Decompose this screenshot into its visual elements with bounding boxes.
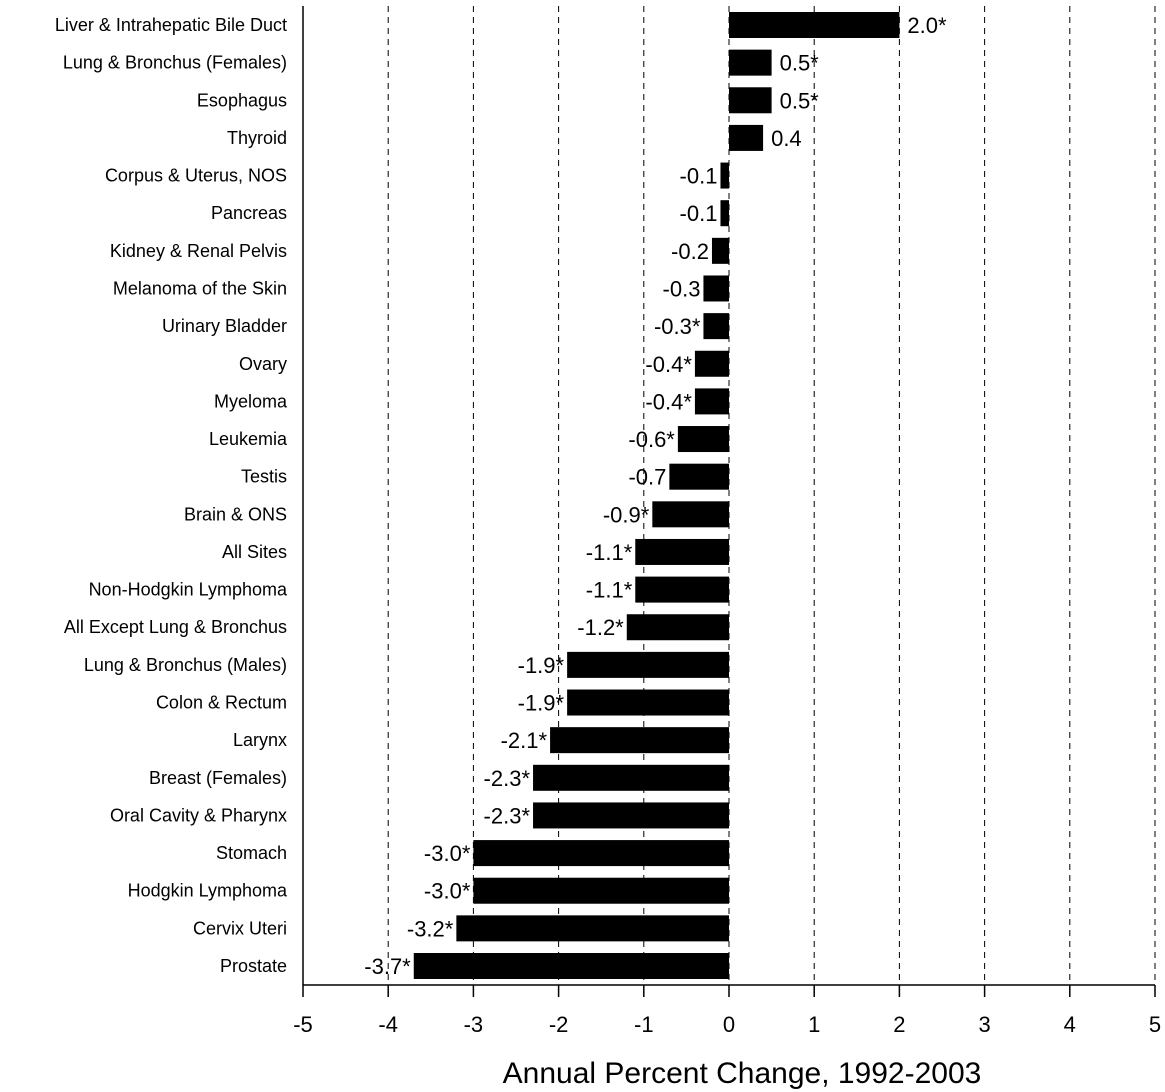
category-label: Leukemia	[209, 429, 288, 449]
data-label: 0.4	[771, 126, 802, 151]
category-label: Esophagus	[197, 90, 287, 110]
category-label: Colon & Rectum	[156, 693, 287, 713]
tick-label: 0	[723, 1012, 735, 1037]
bar	[413, 953, 729, 979]
category-label: Ovary	[239, 354, 287, 374]
data-label: -1.9*	[518, 653, 565, 678]
data-label: -1.9*	[518, 691, 565, 716]
data-label: -3.7*	[364, 954, 411, 979]
bar	[473, 877, 729, 904]
data-label: -0.6*	[628, 427, 675, 452]
data-label: 0.5*	[780, 88, 820, 113]
bar	[729, 87, 772, 114]
category-label: Kidney & Renal Pelvis	[110, 241, 287, 261]
tick-label: 3	[978, 1012, 990, 1037]
data-label: -1.1*	[586, 578, 633, 603]
category-label: Non-Hodgkin Lymphoma	[89, 580, 288, 600]
bar	[694, 350, 729, 377]
category-label: Myeloma	[214, 391, 288, 411]
bar	[694, 388, 729, 415]
category-label: All Except Lung & Bronchus	[64, 617, 287, 637]
tick-label: -1	[634, 1012, 654, 1037]
category-label: Breast (Females)	[149, 768, 287, 788]
data-label: -2.3*	[484, 766, 531, 791]
category-label: Corpus & Uterus, NOS	[105, 166, 287, 186]
bar	[635, 538, 729, 565]
tick-label: -4	[378, 1012, 398, 1037]
data-label: -0.1	[680, 201, 718, 226]
data-label: -1.1*	[586, 540, 633, 565]
bar	[729, 49, 772, 76]
category-label: Larynx	[233, 730, 287, 750]
category-label: Lung & Bronchus (Males)	[84, 655, 287, 675]
grid-lines	[387, 6, 1156, 985]
category-label: Cervix Uteri	[193, 918, 287, 938]
category-label: Stomach	[216, 843, 287, 863]
category-label: Lung & Bronchus (Females)	[63, 53, 287, 73]
tick-label: -5	[293, 1012, 313, 1037]
category-label: Prostate	[220, 956, 287, 976]
bar	[456, 915, 729, 942]
data-label: -0.1	[680, 164, 718, 189]
category-label: Oral Cavity & Pharynx	[110, 805, 287, 825]
bar	[729, 124, 764, 151]
tick-label: 1	[808, 1012, 820, 1037]
x-ticks: -5 -4 -3 -2 -1 0 1 2 3 4 5	[293, 985, 1161, 1037]
data-label: -3.0*	[424, 879, 471, 904]
tick-label: -2	[549, 1012, 569, 1037]
bar	[703, 313, 729, 340]
bar	[720, 200, 729, 227]
tick-label: 2	[893, 1012, 905, 1037]
data-label: -3.2*	[407, 916, 454, 941]
bar	[720, 162, 729, 189]
bar	[533, 802, 729, 829]
data-label: -1.2*	[577, 615, 624, 640]
data-label: 2.0*	[907, 13, 947, 38]
data-label: -2.1*	[501, 728, 548, 753]
data-label: -0.3*	[654, 314, 701, 339]
bar	[626, 614, 729, 641]
bar	[567, 651, 729, 678]
bar	[703, 275, 729, 302]
category-label: Melanoma of the Skin	[113, 278, 287, 298]
bar	[729, 12, 900, 38]
value-labels: 2.0* 0.5* 0.5* 0.4 -0.1 -0.1 -0.2 -0.3 -0.3* -0.4…	[364, 13, 947, 979]
data-label: -0.3	[663, 276, 701, 301]
bar	[652, 501, 729, 528]
data-label: -0.9*	[603, 502, 650, 527]
data-label: -0.7	[628, 465, 666, 490]
tick-label: 4	[1064, 1012, 1076, 1037]
bar	[669, 463, 729, 490]
bars	[413, 12, 900, 979]
bar	[533, 764, 729, 791]
category-label: Thyroid	[227, 128, 287, 148]
data-label: 0.5*	[780, 51, 820, 76]
x-axis-title: Annual Percent Change, 1992-2003	[503, 1057, 982, 1090]
bar	[711, 237, 729, 264]
bar	[635, 576, 729, 603]
data-label: -0.4*	[645, 389, 692, 414]
category-label: All Sites	[222, 542, 287, 562]
category-labels: Liver & Intrahepatic Bile Duct Lung & Bro…	[55, 15, 288, 976]
bar	[677, 426, 729, 453]
category-label: Brain & ONS	[184, 504, 287, 524]
data-label: -3.0*	[424, 841, 471, 866]
bar	[473, 840, 729, 867]
tick-label: -3	[464, 1012, 484, 1037]
data-label: -0.2	[671, 239, 709, 264]
data-label: -0.4*	[645, 352, 692, 377]
tick-label: 5	[1149, 1012, 1161, 1037]
category-label: Liver & Intrahepatic Bile Duct	[55, 15, 287, 35]
category-label: Pancreas	[211, 203, 287, 223]
category-label: Testis	[241, 467, 287, 487]
category-label: Hodgkin Lymphoma	[128, 881, 288, 901]
category-label: Urinary Bladder	[162, 316, 287, 336]
bar	[567, 689, 729, 716]
data-label: -2.3*	[484, 803, 531, 828]
bar	[550, 727, 729, 754]
